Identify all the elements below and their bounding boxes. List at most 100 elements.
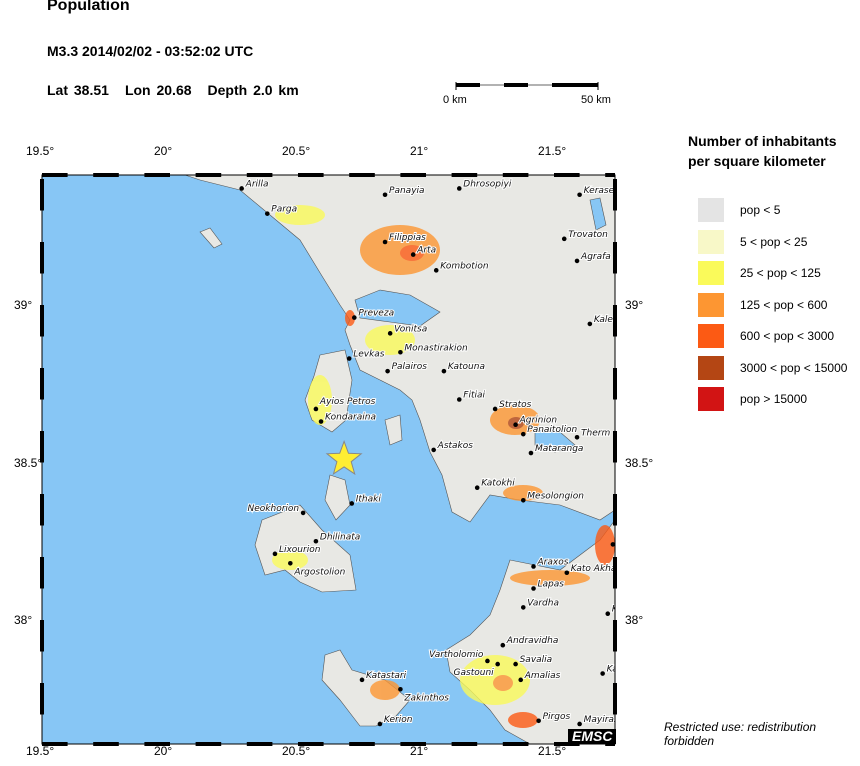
lat-tick-label: 38.5° xyxy=(14,455,43,470)
city-label: Ithaki xyxy=(356,494,382,504)
city-label: Amalias xyxy=(524,671,561,681)
city-label: Monastirakion xyxy=(404,343,468,353)
lat-tick-label: 38.5° xyxy=(625,455,654,470)
legend-item: 25 < pop < 125 xyxy=(698,260,821,286)
inland-water xyxy=(354,197,607,453)
city-dot xyxy=(518,677,524,683)
city-marker: Amalias xyxy=(518,670,562,683)
city-dot xyxy=(387,331,393,336)
city-dot xyxy=(359,677,365,683)
city-label: Kale xyxy=(594,315,614,325)
city-label: Lixourion xyxy=(279,545,321,555)
city-dot xyxy=(561,236,567,242)
city-dot xyxy=(441,368,447,374)
city-dot xyxy=(564,570,570,576)
city-label: Ayios Petros xyxy=(319,397,376,407)
city-dot xyxy=(610,542,615,547)
city-label: Vardha xyxy=(527,598,559,608)
lon-tick-label: 20° xyxy=(154,744,173,758)
city-label: Vonitsa xyxy=(394,324,427,334)
city-dot xyxy=(346,356,352,361)
city-dot xyxy=(272,551,278,557)
city-label: Parga xyxy=(271,205,297,215)
scale-end-label: 50 km xyxy=(581,94,611,106)
city-label: Kerion xyxy=(384,715,413,725)
city-dot xyxy=(520,498,526,503)
city-dot xyxy=(313,406,319,412)
city-marker: Panaitolion xyxy=(520,424,578,437)
lat-tick-label: 38° xyxy=(14,613,33,627)
city-label: Kondaraina xyxy=(325,413,376,423)
city-dot xyxy=(577,192,582,198)
city-marker: Kombotion xyxy=(433,260,490,273)
city-dot xyxy=(288,561,293,566)
lon-tick-label: 21.5° xyxy=(538,144,567,158)
city-dot xyxy=(377,721,383,727)
city-label: Mayiras xyxy=(584,715,619,725)
city-marker: Palairos xyxy=(385,361,428,374)
city-label: Khion xyxy=(612,605,638,615)
city-dot xyxy=(433,268,439,273)
city-marker: Levkas xyxy=(346,349,386,361)
event-lat: Lat 38.51 xyxy=(47,82,109,98)
city-marker: Arta xyxy=(410,245,437,257)
city-label: Andravidha xyxy=(506,636,559,646)
city-label: Mataranga xyxy=(535,444,583,454)
city-marker: Gastouni xyxy=(453,661,500,679)
event-location: Lat 38.51 Lon 20.68 Depth 2.0 km xyxy=(47,82,315,98)
city-label: Dhilinata xyxy=(320,532,360,542)
city-marker: Katastari xyxy=(359,670,408,683)
city-dot xyxy=(398,687,403,692)
legend-item: 600 < pop < 3000 xyxy=(698,323,834,349)
city-marker: Monastirakion xyxy=(398,342,469,355)
city-marker: Khion xyxy=(605,604,638,616)
lon-tick-label: 19.5° xyxy=(26,744,55,758)
city-label: Katastari xyxy=(366,671,407,681)
city-label: Gastouni xyxy=(454,668,495,678)
city-dot xyxy=(474,485,480,491)
city-label: Palairos xyxy=(392,362,428,372)
city-label: Argostolion xyxy=(293,567,345,577)
city-dot xyxy=(513,422,518,428)
city-marker: Savalia xyxy=(513,654,553,667)
legend-label: pop > 15000 xyxy=(740,392,808,406)
population-density xyxy=(272,205,615,728)
event-info: M3.3 2014/02/02 - 03:52:02 UTC xyxy=(47,43,254,59)
city-label: Katokhi xyxy=(481,479,515,489)
city-marker: Parga xyxy=(264,204,298,216)
city-label: Katouna xyxy=(448,362,485,372)
city-label: Pa xyxy=(617,535,628,545)
city-dot xyxy=(318,419,324,424)
city-marker: Dhrosopiyi xyxy=(456,178,513,191)
city-dot xyxy=(600,671,605,676)
city-marker: Katouna xyxy=(441,361,486,374)
city-marker: Agrafa xyxy=(574,251,612,264)
city-dot xyxy=(264,211,270,216)
epicenter-star-icon xyxy=(325,439,363,476)
city-marker: Araxos xyxy=(531,556,570,569)
city-label: Arta xyxy=(416,246,436,256)
lon-tick-label: 21.5° xyxy=(538,744,567,758)
city-dot xyxy=(531,564,536,569)
city-dot xyxy=(574,258,580,264)
city-marker: Mataranga xyxy=(528,443,584,456)
legend-swatch xyxy=(698,229,724,254)
legend-swatch xyxy=(698,292,724,317)
city-label: Panayia xyxy=(389,186,425,196)
city-dot xyxy=(456,397,462,402)
legend-item: pop > 15000 xyxy=(698,386,807,412)
city-label: Therm xyxy=(581,428,610,438)
city-label: Mesolongion xyxy=(527,491,584,501)
city-label: Preveza xyxy=(358,309,394,319)
lon-tick-label: 21° xyxy=(410,144,429,158)
city-dot xyxy=(382,192,388,198)
city-dot xyxy=(531,586,536,591)
city-dot xyxy=(398,349,403,355)
city-marker: Mayiras xyxy=(577,714,619,727)
legend-title: Number of inhabitants per square kilomet… xyxy=(688,133,837,169)
city-marker: Panayia xyxy=(382,185,426,198)
city-label: Neokhorion xyxy=(248,504,300,514)
city-label: Agrinion xyxy=(519,416,558,426)
city-marker: Agrinion xyxy=(513,415,558,428)
city-label: Kato Akhaia xyxy=(571,564,625,574)
